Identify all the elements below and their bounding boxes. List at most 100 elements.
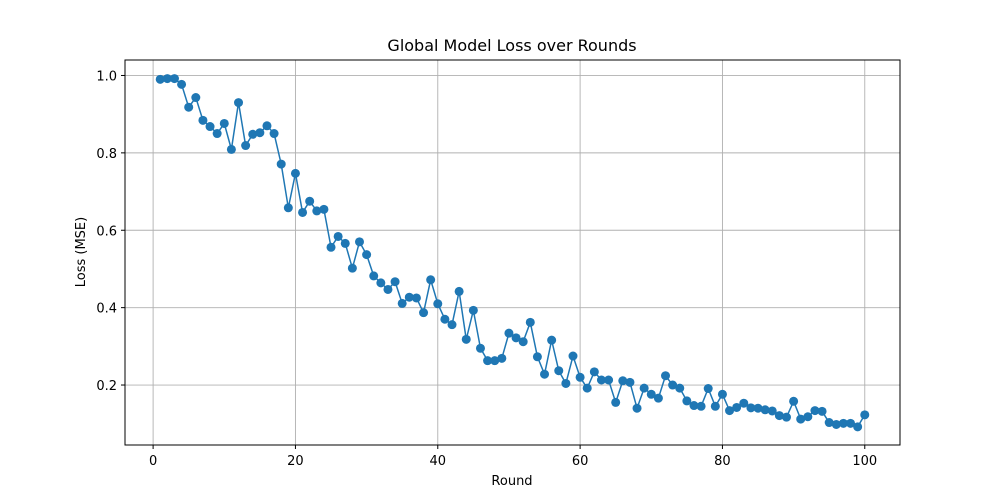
data-point [746, 403, 756, 413]
data-point [326, 242, 336, 252]
data-point [739, 398, 749, 408]
data-point [632, 403, 642, 413]
data-point [618, 376, 628, 386]
chart-title: Global Model Loss over Rounds [387, 36, 636, 55]
data-point [255, 128, 265, 138]
data-point [767, 406, 777, 416]
data-point [582, 383, 592, 393]
data-point [212, 129, 222, 139]
data-point [511, 333, 521, 343]
data-point [177, 79, 187, 89]
x-tick-label: 0 [149, 454, 157, 469]
data-point [454, 286, 464, 296]
data-point [184, 102, 194, 112]
data-point [575, 372, 585, 382]
data-point [696, 401, 706, 411]
data-point [162, 74, 172, 84]
data-point [219, 118, 229, 128]
data-point [653, 393, 663, 403]
data-point [404, 292, 414, 302]
data-point [354, 237, 364, 247]
data-point [817, 406, 827, 416]
data-point [540, 369, 550, 379]
data-point [589, 367, 599, 377]
data-point [426, 275, 436, 285]
data-point [525, 317, 535, 327]
data-point [824, 418, 834, 428]
x-tick-label: 80 [714, 454, 731, 469]
data-point [283, 203, 293, 213]
data-point [390, 277, 400, 287]
data-point [383, 284, 393, 294]
x-tick-label: 60 [572, 454, 589, 469]
data-point [760, 405, 770, 415]
plot-frame [124, 59, 901, 446]
y-axis-label: Loss (MSE) [74, 217, 89, 287]
data-point [846, 418, 856, 428]
x-tick-label: 100 [852, 454, 877, 469]
data-point [646, 389, 656, 399]
data-point [468, 305, 478, 315]
data-point [547, 335, 557, 345]
data-point [475, 343, 485, 353]
data-point [689, 401, 699, 411]
data-point [433, 299, 443, 309]
data-point [781, 412, 791, 422]
data-point [411, 293, 421, 303]
y-tick-label: 0.6 [96, 224, 117, 239]
data-point [554, 366, 564, 376]
data-point [376, 278, 386, 288]
data-point [796, 414, 806, 424]
data-point [269, 129, 279, 139]
data-point [831, 419, 841, 429]
y-tick-label: 0.2 [96, 379, 117, 394]
data-point [838, 418, 848, 428]
data-point [789, 396, 799, 406]
data-point [340, 238, 350, 248]
data-point [241, 141, 251, 151]
data-point [319, 204, 329, 214]
data-point [312, 206, 322, 216]
data-point [504, 328, 514, 338]
data-point [675, 383, 685, 393]
data-point [753, 403, 763, 413]
x-tick-label: 20 [287, 454, 304, 469]
grid [125, 60, 900, 445]
data-point [810, 406, 820, 416]
data-point [262, 121, 272, 131]
data-point [596, 375, 606, 385]
data-point [604, 375, 614, 385]
data-point [369, 271, 379, 281]
data-point [276, 159, 286, 169]
data-point [440, 314, 450, 324]
data-point [333, 231, 343, 241]
data-point [611, 397, 621, 407]
data-point [305, 196, 315, 206]
y-tick-label: 0.8 [96, 147, 117, 162]
y-axis: 0.2 0.4 0.6 0.8 1.0 [96, 69, 125, 394]
x-axis-label: Round [491, 474, 532, 489]
data-point [725, 406, 735, 416]
data-point [362, 250, 372, 260]
data-point [191, 93, 201, 103]
data-point [248, 129, 258, 139]
data-point [803, 412, 813, 422]
data-point [461, 334, 471, 344]
data-point [860, 410, 870, 420]
data-point [397, 298, 407, 308]
data-point [198, 115, 208, 125]
data-point [347, 263, 357, 273]
data-point [419, 308, 429, 318]
data-point [169, 74, 179, 84]
data-point [561, 378, 571, 388]
data-point [205, 122, 215, 132]
data-point [717, 389, 727, 399]
data-point [483, 356, 493, 366]
data-point [490, 356, 500, 366]
data-point [639, 383, 649, 393]
data-point [234, 98, 244, 108]
x-tick-label: 40 [430, 454, 447, 469]
data-point [568, 351, 578, 361]
